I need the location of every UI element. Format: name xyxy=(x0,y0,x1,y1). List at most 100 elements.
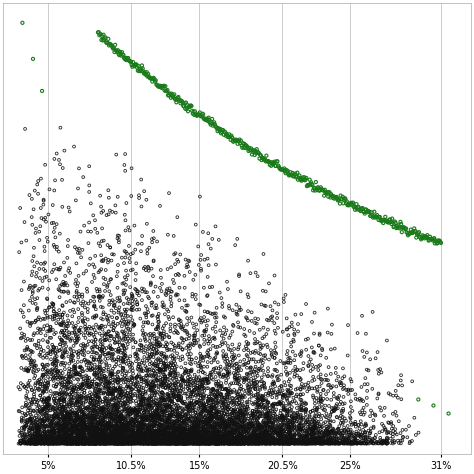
Point xyxy=(240,356,248,364)
Point xyxy=(153,81,160,88)
Point xyxy=(374,216,382,224)
Point xyxy=(328,408,336,415)
Point xyxy=(392,426,399,433)
Point xyxy=(161,362,168,370)
Point xyxy=(118,440,126,447)
Point xyxy=(32,273,40,280)
Point xyxy=(109,423,117,431)
Point xyxy=(151,304,159,312)
Point xyxy=(202,417,210,425)
Point xyxy=(55,411,63,419)
Point xyxy=(126,367,133,375)
Point xyxy=(280,391,288,399)
Point xyxy=(123,376,131,383)
Point xyxy=(278,430,286,438)
Point xyxy=(284,417,292,424)
Point xyxy=(18,334,26,341)
Point xyxy=(283,431,291,439)
Point xyxy=(64,411,72,419)
Point xyxy=(141,426,149,433)
Point xyxy=(58,394,66,401)
Point xyxy=(33,305,41,312)
Point xyxy=(228,439,236,447)
Point xyxy=(36,392,44,399)
Point xyxy=(85,383,92,391)
Point xyxy=(172,366,179,374)
Point xyxy=(79,438,87,446)
Point xyxy=(112,432,119,440)
Point xyxy=(126,407,134,415)
Point xyxy=(344,435,352,443)
Point xyxy=(138,296,146,304)
Point xyxy=(347,428,355,436)
Point xyxy=(183,435,191,443)
Point xyxy=(177,420,184,428)
Point xyxy=(104,384,111,392)
Point xyxy=(191,371,199,378)
Point xyxy=(300,440,307,447)
Point xyxy=(74,440,82,447)
Point xyxy=(204,435,212,442)
Point xyxy=(283,358,290,366)
Point xyxy=(129,381,137,388)
Point xyxy=(263,152,270,159)
Point xyxy=(152,402,159,410)
Point xyxy=(214,430,221,438)
Point xyxy=(221,435,228,442)
Point xyxy=(66,438,73,446)
Point xyxy=(71,438,78,446)
Point xyxy=(215,440,222,447)
Point xyxy=(138,413,146,421)
Point xyxy=(93,436,100,444)
Point xyxy=(164,438,172,445)
Point xyxy=(79,440,86,447)
Point xyxy=(168,436,176,443)
Point xyxy=(51,402,59,410)
Point xyxy=(280,439,287,447)
Point xyxy=(62,436,70,444)
Point xyxy=(201,440,209,447)
Point xyxy=(57,436,64,443)
Point xyxy=(117,430,125,438)
Point xyxy=(172,439,180,447)
Point xyxy=(195,416,203,423)
Point xyxy=(162,419,169,427)
Point xyxy=(145,267,153,274)
Point xyxy=(166,432,174,440)
Point xyxy=(40,371,47,378)
Point xyxy=(152,435,159,442)
Point xyxy=(263,157,271,165)
Point xyxy=(361,428,369,436)
Point xyxy=(148,331,156,339)
Point xyxy=(211,392,219,400)
Point xyxy=(265,439,273,447)
Point xyxy=(64,410,72,418)
Point xyxy=(109,438,116,446)
Point xyxy=(236,340,243,348)
Point xyxy=(64,426,72,433)
Point xyxy=(49,439,57,447)
Point xyxy=(336,392,343,400)
Point xyxy=(383,440,390,447)
Point xyxy=(147,437,155,444)
Point xyxy=(269,440,276,447)
Point xyxy=(108,371,115,378)
Point xyxy=(321,402,329,410)
Point xyxy=(186,438,193,446)
Point xyxy=(238,423,246,431)
Point xyxy=(128,436,135,444)
Point xyxy=(256,386,264,393)
Point xyxy=(153,440,161,447)
Point xyxy=(117,425,124,433)
Point xyxy=(215,437,223,445)
Point xyxy=(234,423,241,430)
Point xyxy=(204,118,212,125)
Point xyxy=(246,430,253,438)
Point xyxy=(222,438,229,446)
Point xyxy=(324,305,332,312)
Point xyxy=(247,432,255,439)
Point xyxy=(197,440,205,447)
Point xyxy=(213,410,220,418)
Point xyxy=(70,347,78,355)
Point xyxy=(189,380,197,387)
